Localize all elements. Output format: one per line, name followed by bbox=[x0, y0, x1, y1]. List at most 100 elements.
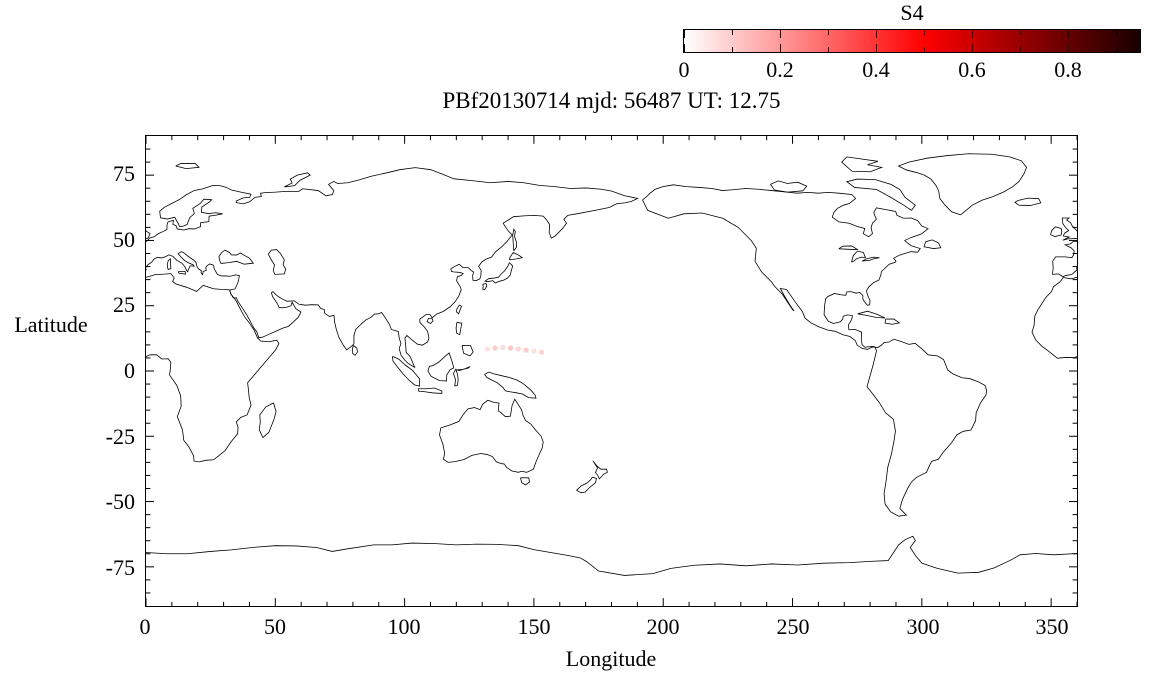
colorbar-tick bbox=[1068, 44, 1069, 52]
colorbar-title: S4 bbox=[900, 0, 924, 25]
x-axis-label: Longitude bbox=[565, 646, 657, 671]
coastline bbox=[462, 345, 473, 355]
coastline bbox=[885, 319, 899, 324]
colorbar-tick bbox=[780, 30, 781, 38]
coastline bbox=[219, 250, 253, 264]
y-tick-label: -50 bbox=[105, 489, 135, 514]
coastline bbox=[1062, 218, 1077, 240]
x-tick-label: 50 bbox=[264, 614, 286, 639]
colorbar-tick bbox=[732, 30, 733, 35]
coastline bbox=[146, 168, 638, 368]
colorbar-gradient bbox=[683, 29, 1141, 53]
colorbar-tick bbox=[876, 30, 877, 38]
data-point bbox=[492, 345, 498, 351]
coastline bbox=[418, 388, 442, 393]
coastline bbox=[428, 353, 454, 381]
colorbar-tick bbox=[1020, 47, 1021, 52]
y-axis-label: Latitude bbox=[14, 312, 88, 337]
plot-area bbox=[145, 135, 1078, 607]
coastline bbox=[1051, 227, 1062, 237]
coastline bbox=[847, 179, 916, 210]
coastline bbox=[593, 461, 607, 479]
coastline bbox=[899, 154, 1027, 215]
coastline bbox=[1015, 198, 1041, 205]
coastline bbox=[268, 250, 285, 275]
x-tick-label: 200 bbox=[646, 614, 680, 639]
colorbar-tick-label: 0.8 bbox=[1054, 57, 1082, 82]
colorbar-tick bbox=[732, 47, 733, 52]
coastline bbox=[284, 173, 310, 187]
colorbar-tick bbox=[684, 30, 685, 38]
coastline bbox=[643, 185, 987, 516]
world-map bbox=[146, 136, 1077, 606]
colorbar-tick bbox=[972, 44, 973, 52]
coastline bbox=[427, 319, 433, 324]
data-point bbox=[515, 346, 521, 352]
coastline bbox=[457, 367, 470, 371]
coastline bbox=[851, 251, 865, 262]
x-tick-label: 150 bbox=[517, 614, 551, 639]
coastline bbox=[577, 477, 597, 493]
colorbar-tick bbox=[828, 30, 829, 35]
colorbar-tick bbox=[1116, 30, 1117, 35]
coastline bbox=[392, 356, 419, 386]
colorbar-tick bbox=[1068, 30, 1069, 38]
coastline bbox=[924, 240, 941, 249]
coastline bbox=[453, 369, 458, 386]
x-tick-label: 350 bbox=[1035, 614, 1069, 639]
coastline bbox=[1032, 274, 1077, 462]
coastline bbox=[771, 181, 807, 192]
colorbar-tick bbox=[972, 30, 973, 38]
y-tick-label: 50 bbox=[113, 227, 135, 252]
coastline bbox=[176, 163, 199, 168]
data-point bbox=[500, 344, 506, 351]
colorbar-tick-label: 0.4 bbox=[862, 57, 890, 82]
coastline bbox=[352, 345, 357, 355]
coastline bbox=[178, 271, 185, 274]
coastline bbox=[858, 311, 885, 318]
coastline bbox=[146, 218, 150, 240]
coastline bbox=[456, 322, 462, 334]
x-tick-label: 300 bbox=[906, 614, 940, 639]
data-point bbox=[523, 347, 529, 353]
data-point bbox=[531, 348, 537, 354]
y-tick-label: 25 bbox=[113, 292, 135, 317]
coastline bbox=[457, 305, 462, 314]
coastline bbox=[259, 403, 276, 438]
coastline bbox=[862, 257, 879, 261]
colorbar-tick-label: 0 bbox=[678, 57, 690, 82]
coastline bbox=[440, 399, 544, 472]
colorbar-tick bbox=[684, 44, 685, 52]
plot-title: PBf20130714 mjd: 56487 UT: 12.75 bbox=[442, 88, 781, 113]
coastline bbox=[167, 259, 171, 270]
coastline bbox=[839, 246, 858, 250]
y-tick-label: -25 bbox=[105, 424, 135, 449]
colorbar-tick-label: 0.6 bbox=[958, 57, 986, 82]
coastline bbox=[513, 229, 517, 251]
colorbar-tick bbox=[828, 47, 829, 52]
colorbar-tick-label: 0.2 bbox=[766, 57, 794, 82]
data-point bbox=[539, 349, 545, 355]
coastline bbox=[146, 274, 279, 462]
coastline bbox=[520, 478, 529, 485]
coastline bbox=[1052, 168, 1077, 368]
data-point bbox=[484, 346, 490, 352]
coastline bbox=[146, 536, 1077, 575]
y-tick-label: 0 bbox=[124, 358, 135, 383]
data-point bbox=[508, 345, 514, 351]
coastline bbox=[509, 252, 522, 259]
coastline bbox=[485, 263, 513, 283]
colorbar-tick bbox=[924, 47, 925, 52]
coastline bbox=[485, 372, 536, 398]
colorbar-tick bbox=[924, 30, 925, 35]
x-tick-label: 0 bbox=[139, 614, 151, 639]
x-tick-label: 250 bbox=[776, 614, 810, 639]
colorbar-tick bbox=[780, 44, 781, 52]
y-tick-label: -75 bbox=[105, 555, 135, 580]
coastline bbox=[483, 284, 487, 290]
y-tick-label: 75 bbox=[113, 161, 135, 186]
x-tick-label: 100 bbox=[387, 614, 421, 639]
colorbar-tick bbox=[876, 44, 877, 52]
coastline bbox=[842, 157, 882, 172]
